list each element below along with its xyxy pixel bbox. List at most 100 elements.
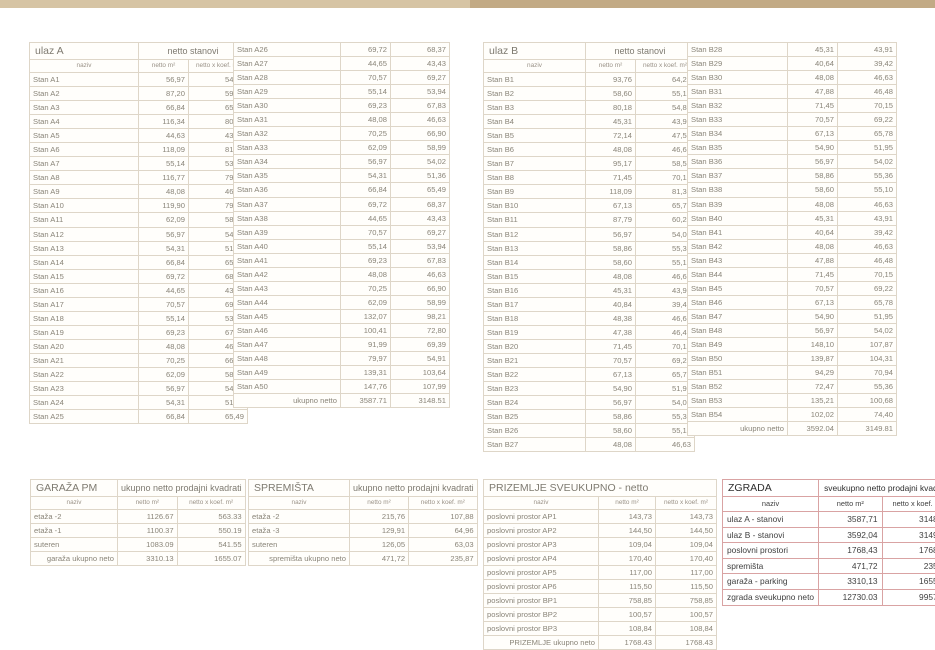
row-name: Stan A10: [30, 199, 139, 213]
row-name: Stan A3: [30, 101, 139, 115]
row-name: Stan B24: [484, 396, 586, 410]
row-name: Stan B37: [688, 169, 788, 183]
row-koef: 69,27: [391, 71, 450, 85]
row-koef: 758,85: [656, 594, 717, 608]
row-name: Stan B11: [484, 213, 586, 227]
row-netto: 139,31: [341, 366, 391, 380]
row-netto: 58,86: [586, 410, 636, 424]
column-header-netto: netto m²: [586, 60, 636, 73]
row-netto: 69,23: [341, 253, 391, 267]
row-netto: 40,64: [788, 225, 838, 239]
row-netto: 66,84: [139, 101, 189, 115]
row-netto: 58,60: [586, 87, 636, 101]
row-koef: 46,63: [838, 71, 897, 85]
row-netto: 87,20: [139, 87, 189, 101]
row-netto: 47,88: [788, 85, 838, 99]
row-koef: 47,53: [636, 129, 695, 143]
row-name: Stan A23: [30, 382, 139, 396]
row-name: Stan B1: [484, 73, 586, 87]
row-name: Stan B47: [688, 309, 788, 323]
row-name: suteren: [31, 538, 118, 552]
row-netto: 47,38: [586, 325, 636, 339]
row-koef: 55,10: [636, 87, 695, 101]
row-netto: 58,60: [586, 424, 636, 438]
row-netto: 1768,43: [819, 543, 882, 559]
row-netto: 48,08: [341, 113, 391, 127]
row-netto: 54,90: [586, 382, 636, 396]
row-name: Stan B50: [688, 352, 788, 366]
row-koef: 65,78: [636, 199, 695, 213]
row-netto: 62,09: [139, 213, 189, 227]
row-koef: 46,48: [636, 325, 695, 339]
row-koef: 98,21: [391, 309, 450, 323]
row-name: Stan A46: [234, 323, 341, 337]
column-header-naziv: naziv: [31, 497, 118, 510]
row-netto: 48,08: [341, 267, 391, 281]
row-name: Stan A32: [234, 127, 341, 141]
table-title: GARAŽA PM: [31, 480, 118, 497]
row-name: Stan B51: [688, 366, 788, 380]
row-netto: 1083.09: [118, 538, 178, 552]
row-name: poslovni prostor AP3: [484, 538, 599, 552]
row-name: Stan A48: [234, 352, 341, 366]
row-netto: 109,04: [599, 538, 656, 552]
row-name: Stan A36: [234, 183, 341, 197]
top-bar-segment-right: [470, 0, 935, 8]
row-name: Stan A42: [234, 267, 341, 281]
row-koef: 54,91: [391, 352, 450, 366]
row-netto: 56,97: [788, 323, 838, 337]
row-name: Stan A5: [30, 129, 139, 143]
row-name: Stan B20: [484, 339, 586, 353]
row-koef: 63,03: [409, 538, 478, 552]
row-name: etaža -1: [31, 524, 118, 538]
row-name: Stan B31: [688, 85, 788, 99]
row-koef: 55,36: [838, 169, 897, 183]
table-title: ulaz B: [484, 43, 586, 60]
table-title-row: PRIZEMLJE SVEUKUPNO - netto: [484, 480, 717, 497]
row-name: Stan A34: [234, 155, 341, 169]
column-header-netto: netto m²: [350, 497, 409, 510]
row-netto: 70,25: [341, 127, 391, 141]
row-name: Stan A25: [30, 410, 139, 424]
row-name: Stan A40: [234, 239, 341, 253]
row-netto: 1100.37: [118, 524, 178, 538]
row-koef: 55,36: [838, 380, 897, 394]
row-koef: 53,94: [391, 85, 450, 99]
row-netto: 45,31: [788, 211, 838, 225]
row-netto: 48,08: [586, 143, 636, 157]
row-netto: 48,38: [586, 311, 636, 325]
row-name: Stan B14: [484, 255, 586, 269]
row-name: ulaz B - stanovi: [723, 527, 819, 543]
row-koef: 70,15: [636, 339, 695, 353]
column-header-koef: netto x koef. m²: [636, 60, 695, 73]
total-netto: 1768.43: [599, 636, 656, 650]
